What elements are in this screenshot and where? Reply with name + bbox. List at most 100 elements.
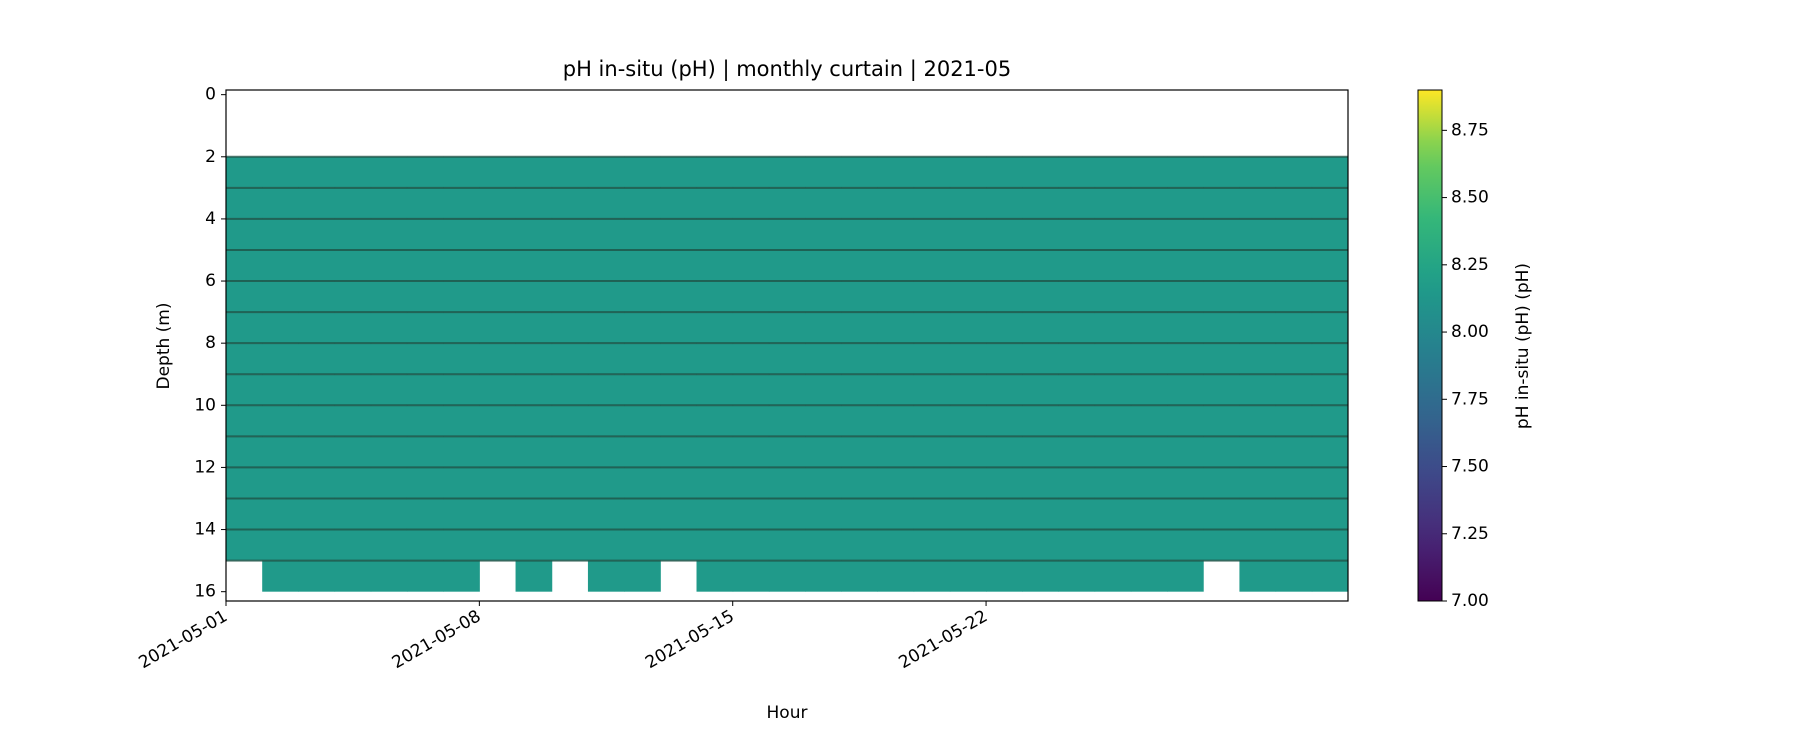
heat-cell — [841, 529, 878, 561]
heat-cell — [1022, 436, 1059, 468]
y-tick-label: 0 — [205, 85, 216, 105]
heat-cell — [696, 374, 734, 406]
heat-cell — [768, 156, 806, 188]
x-tick-label: 2021-05-01 — [135, 606, 231, 673]
heat-cell — [443, 156, 480, 188]
heat-cell — [515, 156, 553, 188]
heat-cell — [732, 467, 770, 499]
heat-cell — [551, 436, 589, 468]
heat-cell — [443, 529, 480, 561]
heat-cell — [334, 281, 372, 313]
heat-cell — [1130, 156, 1168, 188]
colorbar-tick-label: 8.50 — [1451, 188, 1489, 208]
heat-cell — [226, 187, 263, 219]
heat-cell — [370, 467, 408, 499]
heat-cell — [587, 529, 625, 561]
heat-cell — [515, 560, 553, 592]
heat-cell — [1167, 467, 1204, 499]
heat-cell — [1239, 529, 1277, 561]
heat-cell — [877, 343, 915, 375]
heat-cell — [1094, 529, 1132, 561]
heat-cell — [732, 560, 770, 592]
heat-cell — [226, 498, 263, 530]
heat-cell — [624, 467, 661, 499]
heat-cell — [406, 436, 444, 468]
heat-cell — [877, 560, 915, 592]
y-axis-label: Depth (m) — [154, 302, 174, 389]
heat-cell — [660, 498, 698, 530]
heat-cell — [913, 405, 951, 437]
heat-cell — [1022, 249, 1059, 282]
heat-cell — [1203, 187, 1240, 219]
heat-cell — [877, 374, 915, 406]
heat-cell — [660, 218, 698, 250]
heat-cell — [406, 281, 444, 313]
heat-cell — [298, 156, 336, 188]
heat-cell — [334, 249, 372, 282]
heat-cell — [1203, 312, 1240, 344]
heat-cell — [1094, 467, 1132, 499]
heat-cell — [986, 249, 1023, 282]
heat-cell — [334, 343, 372, 375]
heat-cell — [1094, 187, 1132, 219]
heat-cell — [479, 312, 517, 344]
heat-cell — [986, 529, 1023, 561]
heat-cell — [551, 187, 589, 219]
heat-cell — [732, 187, 770, 219]
heat-cell — [226, 343, 263, 375]
heat-cell — [660, 312, 698, 344]
heat-cell — [298, 498, 336, 530]
heat-cell — [406, 249, 444, 282]
heat-cell — [624, 343, 661, 375]
heat-cell — [262, 312, 299, 344]
heat-cell — [913, 281, 951, 313]
heat-cell — [1239, 405, 1277, 437]
heat-cell — [1094, 498, 1132, 530]
heat-cell — [841, 374, 878, 406]
heat-cell — [1311, 405, 1349, 437]
heat-cell — [805, 529, 842, 561]
heat-cell — [877, 529, 915, 561]
heat-cell — [1130, 312, 1168, 344]
heat-cell — [913, 467, 951, 499]
colorbar-tick-label: 7.50 — [1451, 457, 1489, 477]
heat-cell — [406, 467, 444, 499]
heat-cell — [1203, 218, 1240, 250]
heat-cell — [1094, 374, 1132, 406]
heat-cell — [1239, 560, 1277, 592]
heat-cell — [515, 498, 553, 530]
heat-cell — [406, 343, 444, 375]
heat-cell — [262, 498, 299, 530]
heat-cell — [949, 343, 987, 375]
heat-cell — [262, 529, 299, 561]
heat-cell — [1130, 498, 1168, 530]
heat-cell — [443, 560, 480, 592]
heat-cell — [1275, 498, 1313, 530]
heat-cell — [986, 187, 1023, 219]
heat-cell — [624, 281, 661, 313]
heat-cell — [1275, 560, 1313, 592]
heat-cell — [334, 218, 372, 250]
heat-cell — [1167, 312, 1204, 344]
y-tick-label: 2 — [205, 147, 216, 167]
heat-cell — [877, 281, 915, 313]
heat-cell — [841, 343, 878, 375]
heat-cell — [624, 218, 661, 250]
x-tick-label: 2021-05-08 — [389, 606, 485, 673]
heat-cell — [334, 312, 372, 344]
heat-cell — [298, 374, 336, 406]
heat-cell — [1167, 405, 1204, 437]
heat-cell — [805, 467, 842, 499]
heat-cell — [841, 467, 878, 499]
heat-cell — [406, 187, 444, 219]
heat-cell — [551, 405, 589, 437]
heat-cell — [1167, 218, 1204, 250]
heat-cell — [515, 281, 553, 313]
heat-cell — [696, 560, 734, 592]
heat-cell — [768, 343, 806, 375]
heat-cell — [986, 405, 1023, 437]
heat-cell — [805, 156, 842, 188]
heat-cell — [624, 156, 661, 188]
heat-cell — [1058, 529, 1096, 561]
heat-cell — [551, 312, 589, 344]
